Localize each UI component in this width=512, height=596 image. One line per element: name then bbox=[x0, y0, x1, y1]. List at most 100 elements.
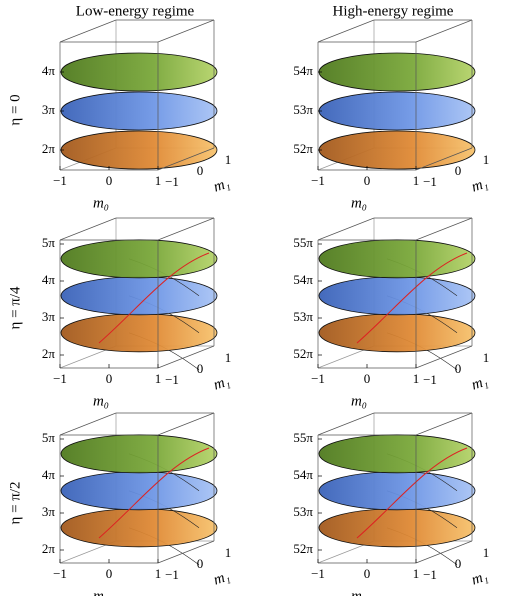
box-edge bbox=[415, 540, 473, 564]
box-edge bbox=[157, 345, 215, 369]
m1-tick-label: 0 bbox=[197, 361, 204, 376]
m0-tick-label: 0 bbox=[106, 173, 113, 188]
m1-tick-label: 1 bbox=[483, 152, 490, 167]
y-axis-label: m₁ bbox=[212, 373, 232, 393]
x-axis-label: m₀ bbox=[351, 195, 367, 211]
z-tick-label: 4π bbox=[42, 63, 56, 78]
z-tick-label: 55π bbox=[293, 235, 313, 250]
column-title: High-energy regime bbox=[333, 3, 454, 19]
z-tick-label: 4π bbox=[42, 467, 56, 482]
z-tick-label: 53π bbox=[293, 504, 313, 519]
m1-tick-label: −1 bbox=[165, 174, 179, 189]
m0-tick-label: −1 bbox=[53, 371, 67, 386]
surface-layer bbox=[318, 434, 476, 474]
m1-tick-label: 1 bbox=[483, 545, 490, 560]
box-edge bbox=[157, 19, 215, 43]
surface-layer bbox=[318, 508, 476, 548]
y-axis-label: m₁ bbox=[470, 373, 490, 393]
box-edge bbox=[415, 345, 473, 369]
y-axis-label: m₁ bbox=[212, 568, 232, 588]
m0-tick-label: 1 bbox=[155, 566, 162, 581]
surface-layer bbox=[60, 91, 218, 131]
column-title: Low-energy regime bbox=[76, 3, 195, 19]
crossing-curve bbox=[98, 447, 210, 539]
box-edge bbox=[317, 217, 375, 241]
m1-tick-label: 0 bbox=[455, 361, 462, 376]
m1-tick-label: 1 bbox=[483, 350, 490, 365]
m0-tick-label: 0 bbox=[364, 371, 371, 386]
x-axis-label: m₀ bbox=[351, 393, 367, 409]
m0-tick-label: 1 bbox=[413, 371, 420, 386]
box-edge bbox=[157, 147, 215, 171]
box-edge bbox=[317, 19, 375, 43]
z-tick-label: 55π bbox=[293, 430, 313, 445]
box-edge bbox=[59, 217, 117, 241]
box-edge bbox=[157, 217, 215, 241]
m1-tick-label: −1 bbox=[423, 567, 437, 582]
box-edge bbox=[415, 217, 473, 241]
x-axis-label: m₀ bbox=[93, 393, 109, 409]
m1-tick-label: 1 bbox=[225, 350, 232, 365]
x-axis-label: m₀ bbox=[351, 588, 367, 596]
x-axis-label: m₀ bbox=[93, 195, 109, 211]
surface-layer bbox=[318, 130, 476, 170]
m1-tick-label: 0 bbox=[197, 163, 204, 178]
surface-layer bbox=[60, 471, 218, 511]
m0-tick-label: −1 bbox=[53, 173, 67, 188]
m1-tick-label: −1 bbox=[165, 567, 179, 582]
y-axis-label: m₁ bbox=[470, 175, 490, 195]
z-tick-label: 2π bbox=[42, 346, 56, 361]
m1-tick-label: 0 bbox=[455, 556, 462, 571]
surface-layer bbox=[60, 434, 218, 474]
m1-tick-label: −1 bbox=[165, 372, 179, 387]
z-tick-label: 5π bbox=[42, 235, 56, 250]
surface-layer bbox=[60, 239, 218, 279]
surface-layer bbox=[318, 239, 476, 279]
m0-tick-label: 0 bbox=[106, 371, 113, 386]
z-tick-label: 2π bbox=[42, 141, 56, 156]
surface-layer bbox=[60, 508, 218, 548]
z-tick-label: 2π bbox=[42, 541, 56, 556]
surface-layer bbox=[60, 313, 218, 353]
z-tick-label: 54π bbox=[293, 63, 313, 78]
row-label: η = 0 bbox=[7, 94, 23, 125]
m0-tick-label: −1 bbox=[311, 371, 325, 386]
z-tick-label: 3π bbox=[42, 102, 56, 117]
m0-tick-label: −1 bbox=[311, 173, 325, 188]
box-edge bbox=[415, 19, 473, 43]
z-tick-label: 5π bbox=[42, 430, 56, 445]
surface-layer bbox=[318, 471, 476, 511]
box-edge bbox=[59, 412, 117, 436]
crossing-curve bbox=[98, 252, 210, 344]
m0-tick-label: 1 bbox=[155, 173, 162, 188]
box-edge bbox=[59, 19, 117, 43]
row-label: η = π/2 bbox=[7, 481, 23, 524]
box-edge bbox=[415, 412, 473, 436]
x-axis-label: m₀ bbox=[93, 588, 109, 596]
z-tick-label: 52π bbox=[293, 541, 313, 556]
surface-layer bbox=[60, 276, 218, 316]
m1-tick-label: −1 bbox=[423, 372, 437, 387]
m0-tick-label: 1 bbox=[413, 173, 420, 188]
surface-layer bbox=[318, 52, 476, 92]
surface-layer bbox=[318, 276, 476, 316]
z-tick-label: 52π bbox=[293, 346, 313, 361]
surface-layer bbox=[318, 91, 476, 131]
m0-tick-label: 0 bbox=[106, 566, 113, 581]
crossing-curve bbox=[356, 447, 468, 539]
z-tick-label: 4π bbox=[42, 272, 56, 287]
z-tick-label: 3π bbox=[42, 309, 56, 324]
m1-tick-label: 1 bbox=[225, 152, 232, 167]
y-axis-label: m₁ bbox=[212, 175, 232, 195]
m0-tick-label: −1 bbox=[311, 566, 325, 581]
y-axis-label: m₁ bbox=[470, 568, 490, 588]
surface-layer bbox=[318, 313, 476, 353]
m0-tick-label: 1 bbox=[413, 566, 420, 581]
box-edge bbox=[317, 412, 375, 436]
